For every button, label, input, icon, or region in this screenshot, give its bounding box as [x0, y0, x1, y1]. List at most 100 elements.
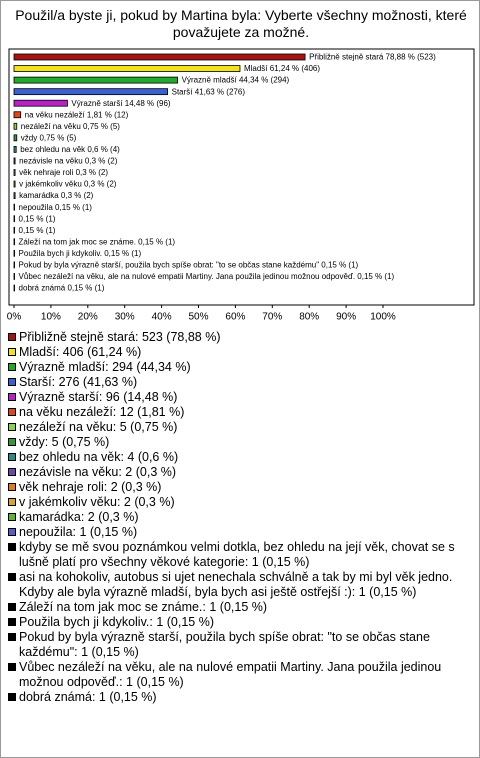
bar-label: dobrá známá 0,15 % (1)	[19, 284, 105, 293]
bar-label: Vůbec nezáleží na věku, ale na nulové em…	[19, 272, 395, 281]
legend-item: Výrazně starší: 96 (14,48 %)	[7, 390, 473, 405]
bar-label: nepoužila 0,15 % (1)	[19, 203, 93, 212]
legend-label: vždy: 5 (0,75 %)	[19, 435, 110, 449]
legend-swatch	[8, 408, 16, 416]
legend-label: nezávisle na věku: 2 (0,3 %)	[19, 465, 177, 479]
legend-label: Záleží na tom jak moc se známe.: 1 (0,15…	[19, 600, 268, 614]
bar	[13, 284, 15, 292]
bar	[13, 53, 306, 61]
bar	[13, 111, 22, 119]
legend-item: nezávisle na věku: 2 (0,3 %)	[7, 465, 473, 480]
bar-label: na věku nezáleží 1,81 % (12)	[25, 110, 129, 119]
legend-swatch	[8, 603, 16, 611]
legend-label: kdyby se mě svou poznámkou velmi dotkla,…	[19, 540, 455, 569]
bar-label: 0,15 % (1)	[19, 214, 56, 223]
legend-swatch	[8, 513, 16, 521]
legend-label: Pokud by byla výrazně starší, použila by…	[19, 630, 430, 659]
bar	[13, 169, 16, 176]
bar-label: Starší 41,63 % (276)	[172, 87, 246, 96]
bar	[13, 157, 16, 165]
legend: Přibližně stejně stará: 523 (78,88 %) Mla…	[7, 330, 473, 705]
x-tick-label: 30%	[115, 312, 135, 323]
legend-label: nezáleží na věku: 5 (0,75 %)	[19, 420, 178, 434]
x-tick-label: 70%	[262, 312, 282, 323]
bar	[13, 76, 179, 84]
legend-swatch	[8, 333, 16, 341]
legend-swatch	[8, 468, 16, 476]
legend-item: kamarádka: 2 (0,3 %)	[7, 510, 473, 525]
x-tick-label: 80%	[299, 312, 319, 323]
legend-label: Použila bych ji kdykoliv.: 1 (0,15 %)	[19, 615, 214, 629]
legend-swatch	[8, 693, 16, 701]
legend-swatch	[8, 633, 16, 641]
bar-label: v jakémkoliv věku 0,3 % (2)	[19, 180, 117, 189]
legend-label: Výrazně starší: 96 (14,48 %)	[19, 390, 178, 404]
legend-item: Vůbec nezáleží na věku, ale na nulové em…	[7, 660, 473, 690]
bar-label: vždy 0,75 % (5)	[21, 133, 77, 142]
x-tick-label: 40%	[152, 312, 172, 323]
legend-label: Přibližně stejně stará: 523 (78,88 %)	[19, 330, 221, 344]
bar-label: Přibližně stejně stará 78,88 % (523)	[309, 53, 436, 62]
x-tick-label: 60%	[225, 312, 245, 323]
bar-label: věk nehraje roli 0,3 % (2)	[19, 168, 108, 177]
legend-swatch	[8, 543, 16, 551]
legend-label: dobrá známá: 1 (0,15 %)	[19, 690, 157, 704]
bar-label: Výrazně mladší 44,34 % (294)	[182, 76, 290, 85]
legend-item: bez ohledu na věk: 4 (0,6 %)	[7, 450, 473, 465]
legend-label: bez ohledu na věk: 4 (0,6 %)	[19, 450, 179, 464]
legend-item: Použila bych ji kdykoliv.: 1 (0,15 %)	[7, 615, 473, 630]
legend-swatch	[8, 498, 16, 506]
bar-label: Záleží na tom jak moc se známe. 0,15 % (…	[19, 237, 176, 246]
legend-item: Přibližně stejně stará: 523 (78,88 %)	[7, 330, 473, 345]
legend-item: v jakémkoliv věku: 2 (0,3 %)	[7, 495, 473, 510]
legend-swatch	[8, 348, 16, 356]
bar	[13, 249, 15, 257]
legend-item: asi na kohokoliv, autobus si ujet nenech…	[7, 570, 473, 600]
legend-item: Záleží na tom jak moc se známe.: 1 (0,15…	[7, 600, 473, 615]
bar	[13, 99, 68, 107]
bar	[13, 203, 15, 211]
legend-label: v jakémkoliv věku: 2 (0,3 %)	[19, 495, 175, 509]
legend-label: asi na kohokoliv, autobus si ujet nenech…	[19, 570, 453, 599]
bar-label: Výrazně starší 14,48 % (96)	[71, 99, 170, 108]
legend-item: dobrá známá: 1 (0,15 %)	[7, 690, 473, 705]
legend-label: Starší: 276 (41,63 %)	[19, 375, 138, 389]
bar-label: bez ohledu na věk 0,6 % (4)	[20, 145, 120, 154]
legend-item: Mladší: 406 (61,24 %)	[7, 345, 473, 360]
plot-frame	[8, 48, 475, 306]
legend-swatch	[8, 423, 16, 431]
bar	[13, 238, 15, 246]
chart-title: Použil/a byste ji, pokud by Martina byla…	[15, 7, 467, 40]
legend-label: kamarádka: 2 (0,3 %)	[19, 510, 139, 524]
bar	[13, 273, 15, 280]
bar-label: Mladší 61,24 % (406)	[244, 64, 320, 73]
bar-label: 0,15 % (1)	[19, 226, 56, 235]
bar	[13, 261, 15, 269]
legend-item: Starší: 276 (41,63 %)	[7, 375, 473, 390]
bar-label: nezáleží na věku 0,75 % (5)	[21, 122, 121, 131]
legend-item: kdyby se mě svou poznámkou velmi dotkla,…	[7, 540, 473, 570]
legend-label: nepoužila: 1 (0,15 %)	[19, 525, 138, 539]
bar-label: Pokud by byla výrazně starší, použila by…	[19, 261, 359, 270]
x-tick-label: 50%	[188, 312, 208, 323]
legend-swatch	[8, 483, 16, 491]
legend-swatch	[8, 663, 16, 671]
bar	[13, 180, 16, 188]
legend-swatch	[8, 363, 16, 371]
x-tick-label: 0%	[7, 312, 22, 323]
x-tick-label: 20%	[78, 312, 98, 323]
legend-item: na věku nezáleží: 12 (1,81 %)	[7, 405, 473, 420]
legend-label: věk nehraje roli: 2 (0,3 %)	[19, 480, 162, 494]
bar-label: Použila bych ji kdykoliv. 0,15 % (1)	[19, 249, 142, 258]
chart: 0% 10% 20% 30% 40% 50% 60% 70% 80% 90% 100% Přibliž…	[7, 48, 475, 323]
x-tick-label: 90%	[336, 312, 356, 323]
bar	[13, 134, 18, 142]
bar	[13, 145, 17, 153]
legend-item: věk nehraje roli: 2 (0,3 %)	[7, 480, 473, 495]
legend-swatch	[8, 378, 16, 386]
bar	[13, 192, 16, 200]
legend-label: na věku nezáleží: 12 (1,81 %)	[19, 405, 185, 419]
legend-swatch	[8, 438, 16, 446]
bar	[13, 65, 241, 72]
